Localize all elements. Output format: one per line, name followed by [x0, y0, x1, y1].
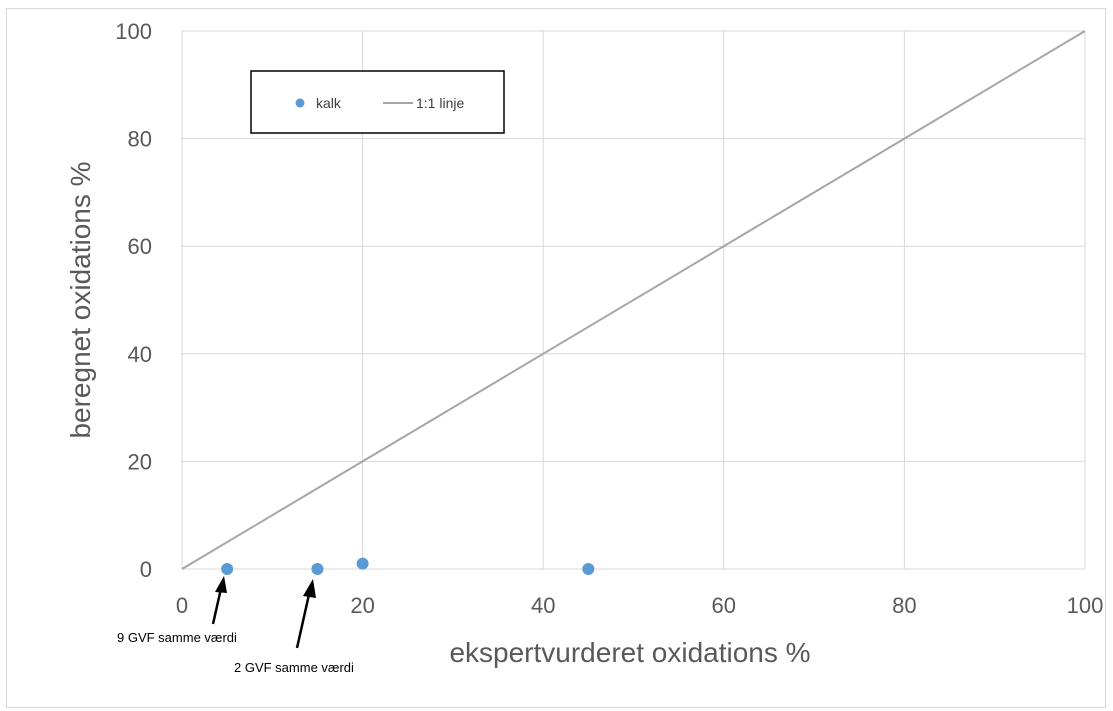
data-point-kalk-3 [582, 563, 595, 575]
y-tick-label-5: 100 [115, 19, 152, 44]
chart-frame [6, 8, 1106, 708]
legend-label-kalk: kalk [316, 95, 342, 111]
x-tick-label-4: 80 [892, 593, 916, 618]
legend: kalk 1:1 linje [250, 70, 505, 134]
legend-marker-kalk [295, 98, 305, 108]
tick-labels: 0 20 40 60 80 100 0 20 40 60 80 100 [115, 19, 1103, 618]
annotation-arrowhead-2 [303, 579, 316, 598]
gridlines [181, 30, 1086, 570]
x-tick-label-1: 20 [350, 593, 374, 618]
x-tick-label-2: 40 [531, 593, 555, 618]
legend-label-line: 1:1 linje [416, 95, 464, 111]
plot-series [181, 30, 1086, 575]
annotation-label-2: 2 GVF samme værdi [234, 660, 354, 675]
data-point-kalk-1 [311, 563, 324, 575]
y-tick-label-0: 0 [140, 557, 152, 582]
y-tick-label-4: 80 [128, 127, 152, 152]
x-axis-title: ekspertvurderet oxidations % [449, 637, 810, 668]
data-point-kalk-2 [356, 557, 369, 570]
y-axis-title: beregnet oxidations % [65, 161, 96, 438]
annotations: 9 GVF samme værdi 2 GVF samme værdi [117, 576, 354, 675]
legend-box [250, 70, 505, 134]
y-tick-label-2: 40 [128, 342, 152, 367]
y-tick-label-3: 60 [128, 234, 152, 259]
x-tick-label-0: 0 [176, 593, 188, 618]
y-tick-label-1: 20 [128, 449, 152, 474]
data-point-kalk-0 [221, 563, 234, 575]
annotation-arrowhead-1 [215, 576, 227, 593]
annotation-arrow-2 [295, 589, 312, 649]
x-tick-label-3: 60 [712, 593, 736, 618]
annotation-label-1: 9 GVF samme værdi [117, 630, 237, 645]
x-tick-label-5: 100 [1067, 593, 1104, 618]
series-line-1-to-1 [181, 30, 1086, 570]
